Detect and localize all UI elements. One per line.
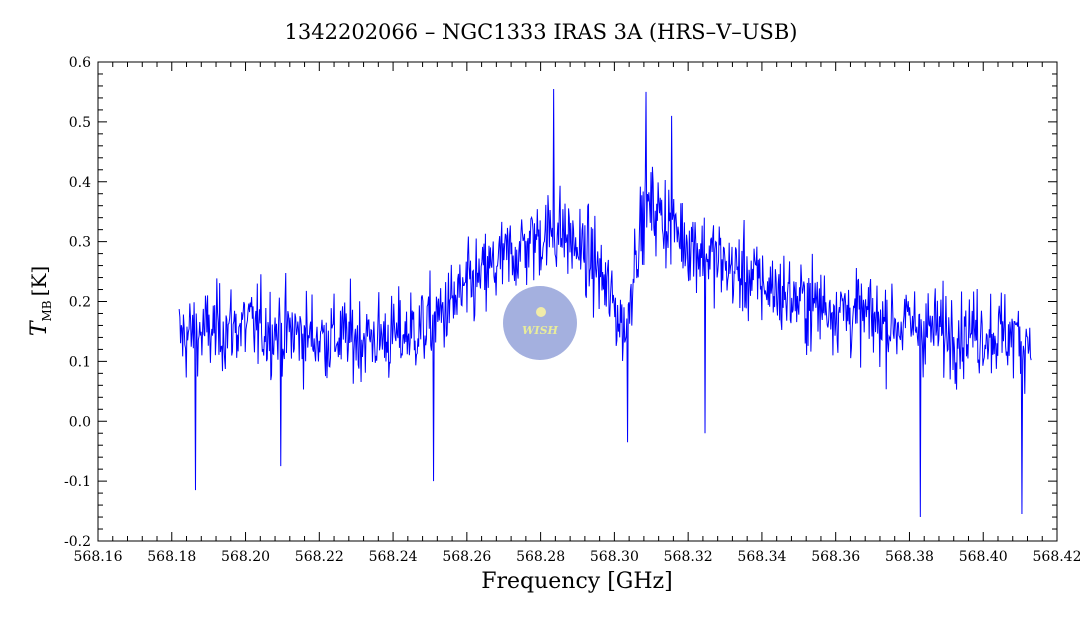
x-tick-label: 568.16 xyxy=(74,549,123,565)
spectrum-series-line xyxy=(178,88,1032,518)
x-tick-label: 568.28 xyxy=(516,549,565,565)
y-tick-label: 0.1 xyxy=(69,354,91,370)
x-tick-label: 568.40 xyxy=(959,549,1008,565)
y-tick-label: 0.3 xyxy=(69,235,91,251)
y-tick-label: 0.2 xyxy=(69,295,91,311)
x-tick-label: 568.36 xyxy=(811,549,860,565)
x-tick-label: 568.34 xyxy=(737,549,786,565)
wish-logo-text: WISH xyxy=(522,324,558,337)
x-tick-label: 568.26 xyxy=(442,549,491,565)
x-axis: 568.16 568.18 568.20 568.22 568.24 568.26 568.… xyxy=(74,62,1080,565)
x-tick-label: 568.42 xyxy=(1033,549,1080,565)
y-tick-label: -0.2 xyxy=(64,534,91,550)
series-layer xyxy=(178,88,1032,518)
y-axis-label-unit: [K] xyxy=(27,266,51,297)
y-axis-label: TMB [K] xyxy=(27,266,54,336)
x-tick-label: 568.38 xyxy=(885,549,934,565)
y-tick-label: -0.1 xyxy=(64,474,91,490)
x-tick-label: 568.20 xyxy=(221,549,270,565)
x-axis-label: Frequency [GHz] xyxy=(481,569,673,594)
y-tick-label: 0.6 xyxy=(69,55,91,71)
x-tick-label: 568.18 xyxy=(147,549,196,565)
wish-logo: WISH xyxy=(503,286,577,360)
y-axis-label-subscript: MB xyxy=(40,300,54,321)
y-tick-label: 0.4 xyxy=(69,175,91,191)
y-axis: -0.2 -0.1 0.0 0.1 0.2 0.3 0.4 0.5 0.6 xyxy=(64,55,1057,550)
y-axis-label-symbol: T xyxy=(27,319,52,336)
x-tick-label: 568.30 xyxy=(590,549,639,565)
x-tick-label: 568.24 xyxy=(369,549,418,565)
wish-logo-star-icon xyxy=(536,307,546,317)
wish-logo-disc xyxy=(503,286,577,360)
y-tick-label: 0.0 xyxy=(69,414,91,430)
chart-title: 1342202066 – NGC1333 IRAS 3A (HRS–V–USB) xyxy=(285,20,798,44)
y-tick-label: 0.5 xyxy=(69,115,91,131)
x-tick-label: 568.32 xyxy=(664,549,713,565)
plot-frame xyxy=(97,61,1058,542)
x-tick-label: 568.22 xyxy=(295,549,344,565)
